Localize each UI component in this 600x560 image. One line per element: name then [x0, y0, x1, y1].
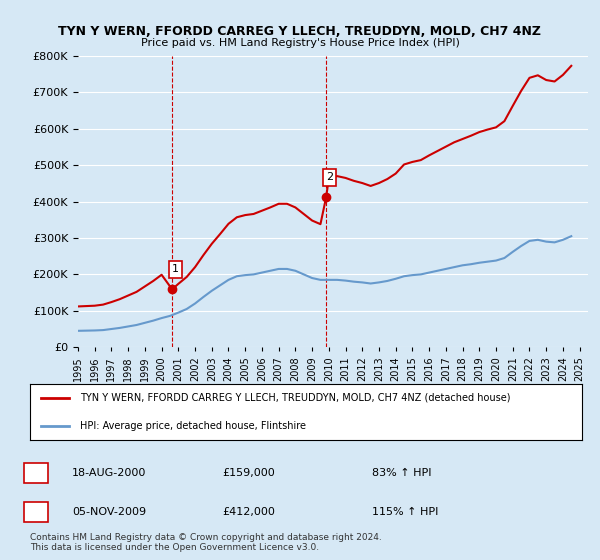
Text: 18-AUG-2000: 18-AUG-2000 — [72, 468, 146, 478]
Text: 2: 2 — [326, 172, 333, 182]
Text: £159,000: £159,000 — [222, 468, 275, 478]
Text: TYN Y WERN, FFORDD CARREG Y LLECH, TREUDDYN, MOLD, CH7 4NZ (detached house): TYN Y WERN, FFORDD CARREG Y LLECH, TREUD… — [80, 393, 510, 403]
Text: 115% ↑ HPI: 115% ↑ HPI — [372, 507, 439, 517]
Text: £412,000: £412,000 — [222, 507, 275, 517]
Text: TYN Y WERN, FFORDD CARREG Y LLECH, TREUDDYN, MOLD, CH7 4NZ: TYN Y WERN, FFORDD CARREG Y LLECH, TREUD… — [59, 25, 542, 38]
Text: 2: 2 — [32, 507, 40, 517]
Text: This data is licensed under the Open Government Licence v3.0.: This data is licensed under the Open Gov… — [30, 543, 319, 552]
Text: 1: 1 — [32, 468, 40, 478]
Text: HPI: Average price, detached house, Flintshire: HPI: Average price, detached house, Flin… — [80, 421, 305, 431]
Text: 1: 1 — [172, 264, 179, 274]
Text: Price paid vs. HM Land Registry's House Price Index (HPI): Price paid vs. HM Land Registry's House … — [140, 38, 460, 48]
Text: 05-NOV-2009: 05-NOV-2009 — [72, 507, 146, 517]
Text: Contains HM Land Registry data © Crown copyright and database right 2024.: Contains HM Land Registry data © Crown c… — [30, 533, 382, 542]
Text: 83% ↑ HPI: 83% ↑ HPI — [372, 468, 431, 478]
